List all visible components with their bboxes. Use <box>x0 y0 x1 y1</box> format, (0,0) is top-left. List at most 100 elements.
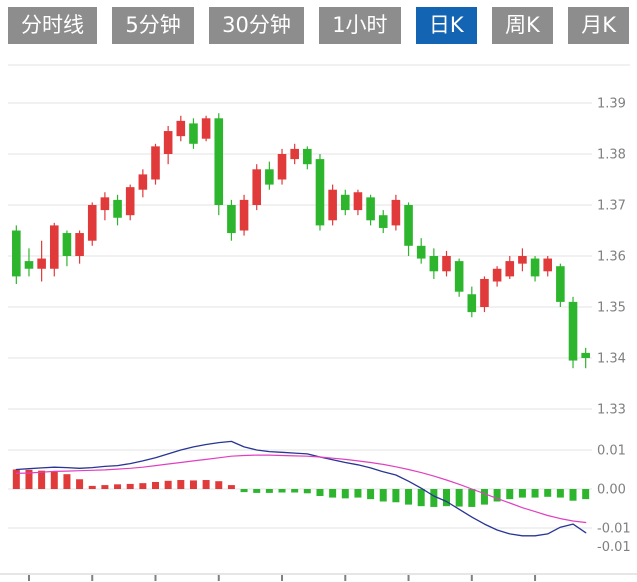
dif-line <box>15 440 587 537</box>
macd-axis-labels: 0.01 0.00 -0.01 -0.01 <box>597 444 631 556</box>
macd-bar <box>417 489 425 507</box>
macd-bar <box>379 489 387 502</box>
macd-histogram <box>12 469 590 507</box>
macd-axis-label: 0.01 <box>597 444 626 459</box>
macd-bar <box>50 471 58 489</box>
candle <box>163 131 173 154</box>
candle <box>454 261 464 292</box>
candle <box>303 148 312 165</box>
candle <box>581 352 590 358</box>
x-axis-ticks <box>27 575 537 581</box>
macd-bar <box>164 480 172 489</box>
candle <box>75 233 84 256</box>
period-tab-5[interactable]: 周K <box>492 7 553 44</box>
candle <box>340 194 350 211</box>
macd-bar <box>76 479 84 489</box>
macd-bar <box>455 489 463 507</box>
candle <box>391 199 401 226</box>
period-tab-4[interactable]: 日K <box>415 7 477 44</box>
macd-bar <box>405 489 413 505</box>
macd-bar <box>215 481 223 489</box>
price-axis-label: 1.35 <box>597 301 626 316</box>
candle <box>429 256 439 272</box>
macd-bar <box>506 489 514 500</box>
candle <box>100 197 110 211</box>
macd-bar <box>367 489 375 500</box>
candle <box>252 169 262 205</box>
macd-bar <box>480 489 488 505</box>
macd-axis-label: -0.01 <box>597 522 631 537</box>
macd-bar <box>227 485 235 489</box>
dea-line <box>15 454 587 524</box>
candle <box>214 118 224 205</box>
period-tab-0[interactable]: 分时线 <box>8 7 97 44</box>
candle <box>151 146 160 180</box>
candle <box>543 258 553 272</box>
candle <box>353 192 363 211</box>
period-tabbar: 分时线 5分钟 30分钟 1小时 日K 周K 月K <box>8 7 629 44</box>
candle <box>125 187 135 216</box>
macd-bar <box>430 489 438 507</box>
price-axis-labels: 1.39 1.38 1.37 1.36 1.35 1.34 1.33 <box>597 97 626 418</box>
candle <box>138 174 148 190</box>
price-axis-label: 1.34 <box>597 352 626 367</box>
candle <box>87 205 97 241</box>
candle <box>416 245 426 259</box>
candle <box>315 159 325 226</box>
macd-bar <box>392 489 400 503</box>
macd-bar <box>468 489 476 507</box>
candle <box>480 278 489 307</box>
candle <box>227 205 236 234</box>
macd-bar <box>177 480 185 489</box>
macd-bar <box>202 480 210 489</box>
price-grid <box>8 64 630 410</box>
candle <box>366 197 375 221</box>
macd-bar <box>303 489 311 494</box>
candle <box>290 148 299 160</box>
candle <box>492 268 502 282</box>
macd-bar <box>569 489 577 501</box>
candle <box>113 199 122 218</box>
period-tab-6[interactable]: 月K <box>568 7 629 44</box>
macd-bar <box>493 489 501 502</box>
macd-bar <box>556 489 564 498</box>
candle <box>277 154 287 180</box>
macd-bar <box>291 489 299 493</box>
candle <box>467 294 477 313</box>
candle <box>556 266 565 302</box>
macd-bar <box>139 483 147 489</box>
macd-bar <box>354 489 362 498</box>
candle <box>189 123 198 144</box>
candle <box>49 225 59 269</box>
candle <box>265 169 274 185</box>
candle <box>568 301 578 361</box>
candle <box>12 230 21 277</box>
period-tab-1[interactable]: 5分钟 <box>112 7 194 44</box>
period-tab-2[interactable]: 30分钟 <box>209 7 304 44</box>
macd-bar <box>316 489 324 497</box>
candle <box>239 199 249 231</box>
candles-layer <box>12 113 590 369</box>
period-tab-3[interactable]: 1小时 <box>319 7 401 44</box>
candle <box>505 261 515 277</box>
macd-bar <box>25 469 33 489</box>
macd-bar <box>152 481 159 489</box>
macd-bar <box>341 489 349 499</box>
candle <box>404 205 413 246</box>
candle <box>201 118 211 139</box>
macd-bar <box>63 474 71 489</box>
macd-bar <box>544 489 552 497</box>
macd-bar <box>88 485 96 489</box>
candle <box>530 258 540 277</box>
price-axis-label: 1.37 <box>597 199 626 214</box>
macd-bar <box>126 483 134 489</box>
candle <box>37 258 46 269</box>
price-axis-label: 1.33 <box>597 403 626 418</box>
price-axis-label: 1.39 <box>597 97 626 112</box>
macd-axis-label: -0.01 <box>597 540 631 555</box>
candle <box>62 233 72 256</box>
macd-bar <box>443 489 450 507</box>
macd-bar <box>278 489 286 493</box>
